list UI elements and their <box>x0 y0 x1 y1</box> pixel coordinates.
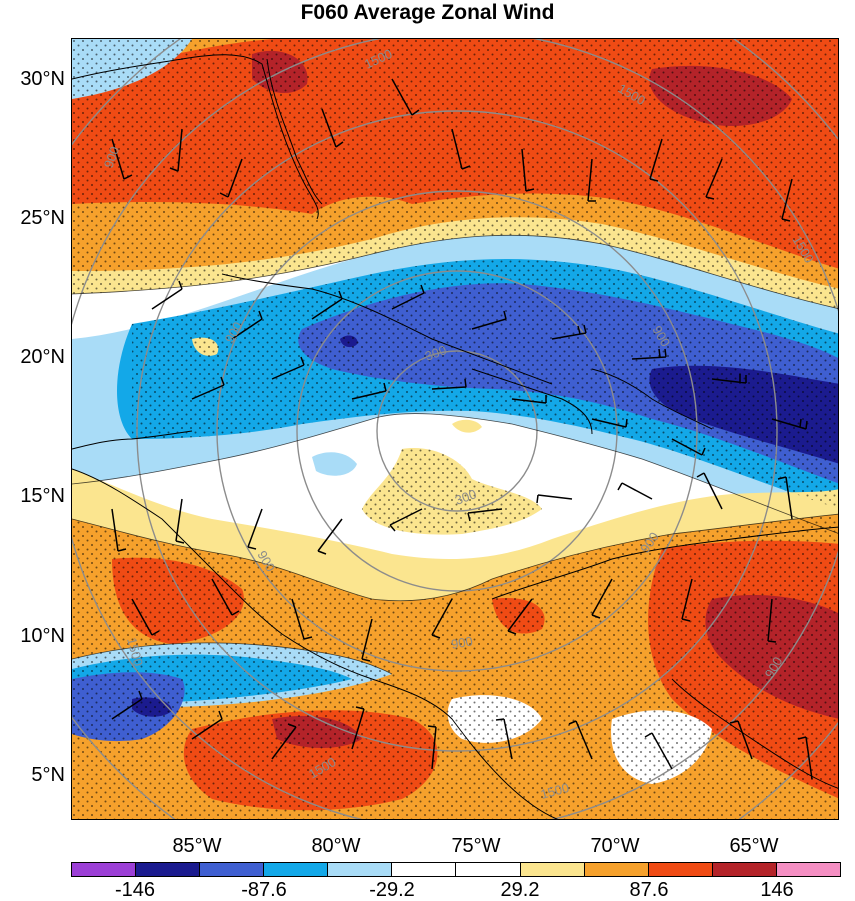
stipple-negative-band <box>132 258 838 509</box>
range-rings <box>72 39 838 819</box>
contour-label: 900 <box>450 633 474 652</box>
colorbar-swatch <box>200 863 265 876</box>
contour-label: 1500 <box>539 780 571 802</box>
lon-label-70w: 70°W <box>590 835 640 857</box>
colorbar-tick-label: -146 <box>114 879 156 901</box>
stipple-south <box>72 514 838 819</box>
lat-label-5n: 5°N <box>31 764 65 786</box>
lat-label-30n: 30°N <box>20 68 65 90</box>
contour-lines <box>72 234 838 675</box>
lon-label-85w: 85°W <box>172 835 222 857</box>
shade-lightblue-center <box>312 452 357 476</box>
lat-label-20n: 20°N <box>20 346 65 368</box>
colorbar-tick-label: -87.6 <box>241 879 287 901</box>
colorbar-swatch <box>648 863 713 876</box>
lat-label-15n: 15°N <box>20 485 65 507</box>
colorbar <box>71 862 841 877</box>
shade-yellow-center-2 <box>452 419 482 433</box>
colorbar-swatch <box>456 863 521 876</box>
colorbar-swatch <box>328 863 393 876</box>
wind-barbs <box>111 78 813 780</box>
colorbar-swatch <box>72 863 137 876</box>
colorbar-swatch <box>136 863 201 876</box>
map-title: F060 Average Zonal Wind <box>300 1 555 24</box>
contour-label: 300 <box>423 342 449 364</box>
colorbar-tick-label: -29.2 <box>369 879 415 901</box>
lon-label-65w: 65°W <box>729 835 779 857</box>
map-panel[interactable]: 1500 1500 1500 900 900 900 900 900 300 3… <box>71 38 839 820</box>
lon-label-75w: 75°W <box>451 835 501 857</box>
colorbar-tick-label: 146 <box>760 879 794 901</box>
colorbar-swatch <box>584 863 649 876</box>
colorbar-swatch <box>264 863 329 876</box>
colorbar-swatch <box>776 863 840 876</box>
map-canvas: 1500 1500 1500 900 900 900 900 900 300 3… <box>72 39 838 819</box>
contour-label: 300 <box>453 486 479 508</box>
stipple-north <box>72 39 838 309</box>
colorbar-swatch <box>520 863 585 876</box>
contour-label: 900 <box>101 145 123 171</box>
lon-label-80w: 80°W <box>311 835 361 857</box>
colorbar-tick-label: 87.6 <box>629 879 669 901</box>
colorbar-swatch <box>712 863 777 876</box>
lat-label-10n: 10°N <box>20 625 65 647</box>
lat-label-25n: 25°N <box>20 207 65 229</box>
colorbar-tick-label: 29.2 <box>500 879 540 901</box>
stipple-center <box>362 448 542 535</box>
coastlines <box>72 54 838 819</box>
contour-label: 1500 <box>124 636 146 668</box>
colorbar-swatch <box>392 863 457 876</box>
